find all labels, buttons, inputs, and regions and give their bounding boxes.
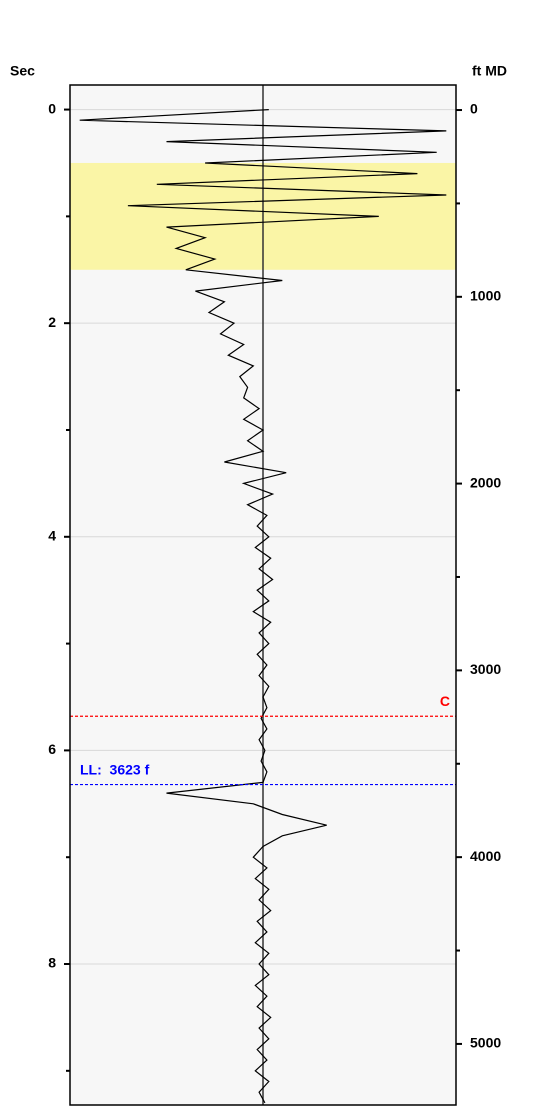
y2-tick-label: 1000: [470, 288, 501, 304]
y2-tick-label: 3000: [470, 661, 501, 677]
y2-tick-label: 4000: [470, 848, 501, 864]
y2-axis-label: ft MD: [472, 63, 507, 79]
y-tick-label: 8: [48, 955, 56, 971]
y-tick-label: 2: [48, 314, 56, 330]
trace-line: [79, 109, 447, 1104]
y-tick-label: 4: [48, 527, 56, 543]
y2-tick-label: 0: [470, 101, 478, 117]
annotation-label: LL: 3623 f: [80, 761, 150, 777]
y-tick-label: 6: [48, 741, 56, 757]
annotation-label: C: [440, 693, 450, 709]
y-tick-label: 0: [48, 100, 56, 116]
plot-border: [69, 84, 457, 1106]
y-axis-label: Sec: [10, 63, 35, 79]
y2-tick-label: 5000: [470, 1035, 501, 1051]
y2-tick-label: 2000: [470, 474, 501, 490]
